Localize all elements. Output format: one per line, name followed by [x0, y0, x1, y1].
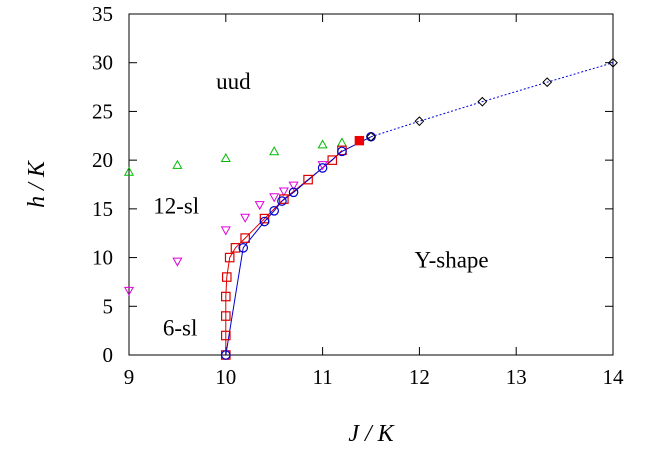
data-point-triangle-up — [220, 152, 231, 163]
x-tick-label: 11 — [312, 365, 332, 389]
data-point-diamond — [477, 96, 488, 107]
y-tick-label: 15 — [92, 197, 113, 221]
data-point-triangle-down — [288, 181, 299, 191]
data-point-square — [279, 194, 289, 204]
region-label-6-sl: 6-sl — [163, 316, 198, 341]
data-point-square — [224, 252, 235, 263]
x-tick-label: 9 — [124, 365, 135, 389]
region-label-12-sl: 12-sl — [153, 194, 199, 219]
data-point-square — [259, 213, 270, 224]
data-point-circle — [269, 206, 279, 216]
data-point-circle — [317, 163, 328, 173]
y-tick-label: 0 — [103, 343, 114, 367]
y-tick-label: 35 — [92, 2, 113, 26]
data-point-triangle-down — [317, 161, 328, 171]
series-line-4 — [225, 136, 372, 356]
x-tick-label: 14 — [603, 365, 625, 389]
data-point-circle — [288, 187, 299, 198]
series-lines — [225, 62, 614, 356]
data-point-square — [230, 243, 241, 253]
data-point-diamond — [542, 77, 553, 88]
data-point-filled-square — [354, 135, 365, 146]
region-label-uud: uud — [216, 69, 251, 94]
data-point-circle — [277, 196, 287, 206]
data-point-triangle-down — [254, 201, 265, 211]
region-label-y-shape: Y-shape — [415, 247, 489, 272]
data-point-circle — [221, 350, 231, 360]
x-tick-label: 13 — [506, 365, 527, 389]
data-point-triangle-down — [220, 226, 231, 236]
data-point-triangle-up — [172, 159, 183, 169]
data-markers — [123, 57, 618, 360]
data-point-circle — [238, 243, 249, 253]
data-point-diamond — [414, 116, 425, 127]
y-tick-label: 5 — [103, 294, 114, 318]
axis-ticks: 9 10 11 12 13 14 0 5 10 15 20 25 30 35 — [92, 2, 624, 389]
data-point-square — [221, 272, 232, 282]
y-tick-label: 30 — [92, 51, 113, 75]
data-point-circle — [259, 216, 270, 227]
plot-area — [128, 13, 614, 356]
data-point-square — [221, 311, 231, 321]
data-point-diamond — [366, 131, 376, 142]
data-point-triangle-down — [278, 187, 289, 197]
data-point-triangle-down — [172, 257, 183, 267]
x-axis-label: J / K — [348, 421, 395, 447]
text-labels: uud 12-sl 6-sl Y-shape — [153, 69, 488, 340]
series-line-5 — [370, 62, 614, 138]
data-point-triangle-up — [269, 146, 280, 156]
data-point-square — [303, 174, 313, 185]
x-tick-label: 10 — [215, 365, 236, 389]
data-point-triangle-down — [123, 286, 135, 296]
data-point-square — [221, 291, 231, 302]
data-point-diamond — [608, 57, 618, 68]
series-line-2 — [225, 150, 343, 355]
data-point-triangle-up — [123, 166, 135, 176]
data-point-triangle-up — [317, 139, 328, 149]
data-point-triangle-up — [336, 137, 348, 147]
data-point-square — [240, 233, 250, 243]
data-point-square — [327, 155, 338, 165]
y-tick-label: 20 — [92, 148, 113, 172]
y-tick-label: 10 — [92, 246, 113, 270]
y-axis-label: h / K — [24, 159, 50, 208]
data-point-triangle-down — [269, 193, 280, 203]
x-tick-label: 12 — [409, 365, 430, 389]
data-point-triangle-down — [240, 213, 251, 223]
data-point-square — [221, 330, 231, 341]
y-tick-label: 25 — [92, 99, 113, 123]
data-point-circle — [337, 146, 347, 157]
plot-frame — [128, 13, 614, 356]
